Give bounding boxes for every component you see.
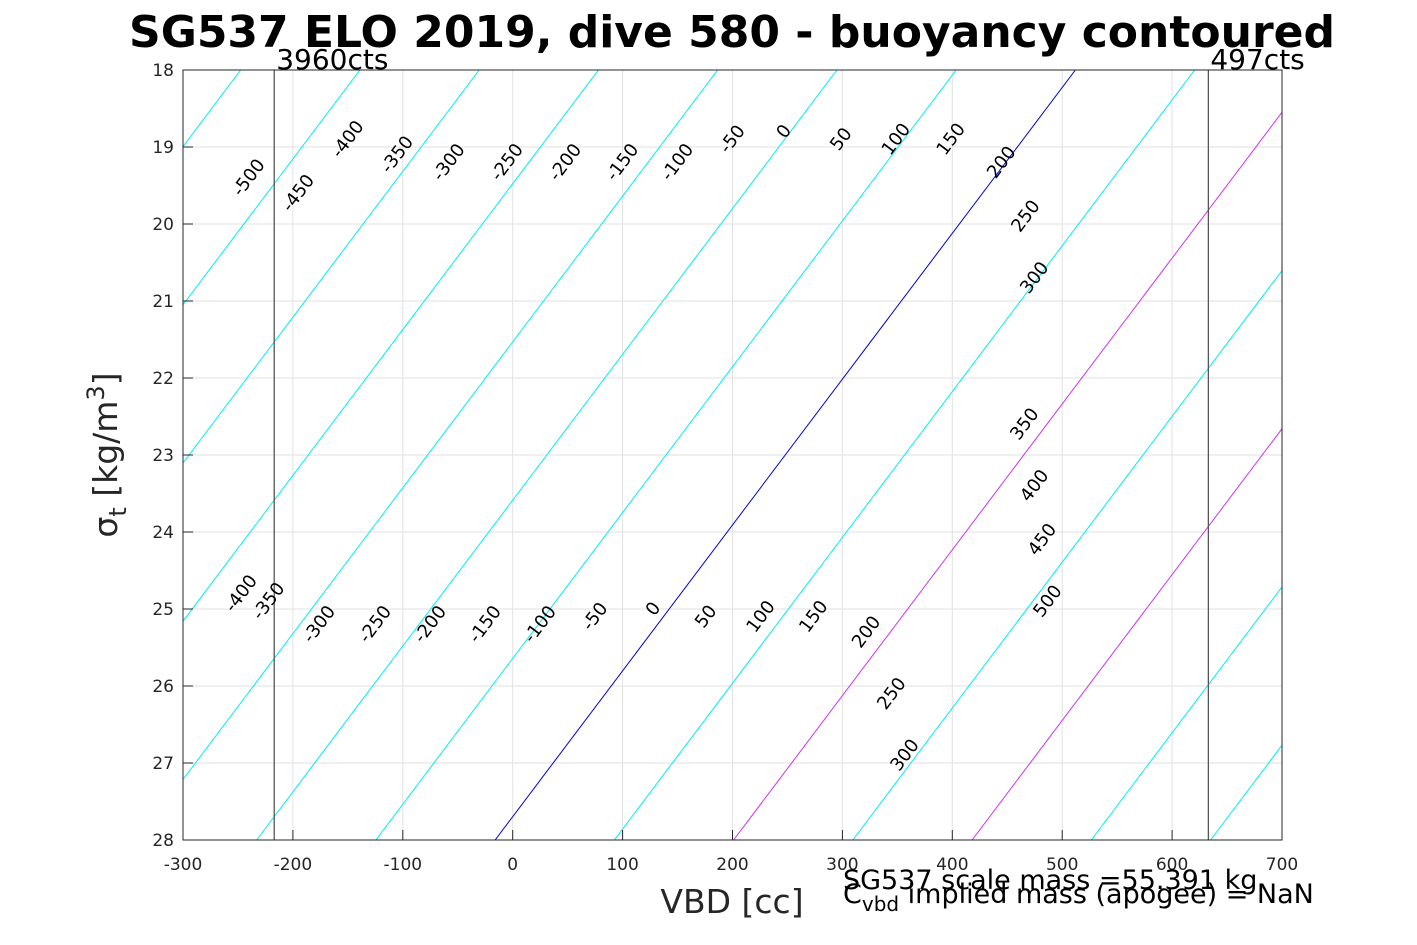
y-tick-label: 20 [152, 215, 174, 235]
chart-title: SG537 ELO 2019, dive 580 - buoyancy cont… [129, 7, 1335, 58]
y-tick-label: 26 [152, 677, 174, 697]
y-tick-label: 22 [152, 369, 174, 389]
y-axis-label-unit-close: ] [86, 372, 125, 385]
contour-line [733, 111, 1282, 840]
contour-line [613, 70, 1196, 840]
scale-mass-note: SG537 scale mass =55.391 kg [843, 865, 1257, 896]
contour-line [494, 70, 1076, 840]
x-tick-label: 700 [1266, 855, 1298, 875]
contour-line [1330, 70, 1417, 840]
contour-line [183, 70, 599, 623]
contour-line [256, 70, 838, 840]
x-tick-label: 600 [1156, 855, 1188, 875]
x-tick-label: 300 [826, 855, 858, 875]
c-vbd-symbol: C [843, 879, 862, 910]
y-tick-label: 19 [152, 138, 174, 158]
y-axis-label: σt [kg/m3] [82, 372, 132, 537]
y-tick-label: 21 [152, 292, 174, 312]
x-tick-label: 500 [1046, 855, 1078, 875]
y-axis-label-subscript: t [104, 507, 132, 516]
implied-mass-note: Cvbd implied mass (apogee) = NaN [843, 879, 1314, 916]
x-tick-label: -200 [274, 855, 313, 875]
y-axis-label-superscript: 3 [82, 385, 110, 400]
contour-line [0, 70, 2, 840]
axis-ticks: -300 -200 -100 0 100 200 300 400 500 600 700 18 19 20… [152, 61, 1298, 875]
contour-line [183, 70, 361, 306]
c-vbd-subscript: vbd [862, 892, 899, 916]
contour-line [375, 70, 957, 840]
x-tick-label: 200 [716, 855, 748, 875]
x-tick-label: -300 [164, 855, 203, 875]
y-tick-label: 27 [152, 754, 174, 774]
x-tick-label: 0 [507, 855, 518, 875]
y-axis-label-symbol: σ [86, 517, 125, 538]
contour-line [1090, 586, 1282, 840]
contour-line [183, 70, 719, 781]
y-tick-label: 24 [152, 523, 174, 543]
y-axis-label-unit: [kg/m [86, 401, 125, 508]
y-tick-label: 28 [152, 831, 174, 851]
x-tick-label: 100 [606, 855, 638, 875]
contour-line [852, 269, 1282, 840]
x-tick-label: -100 [384, 855, 423, 875]
contour-line [971, 427, 1282, 840]
grid [183, 70, 1282, 840]
y-tick-label: 23 [152, 446, 174, 466]
x-axis-label: VBD [cc] [660, 882, 803, 921]
y-tick-label: 25 [152, 600, 174, 620]
x-tick-label: 400 [936, 855, 968, 875]
implied-mass-text: implied mass (apogee) = NaN [899, 879, 1314, 910]
y-tick-label: 18 [152, 61, 174, 81]
